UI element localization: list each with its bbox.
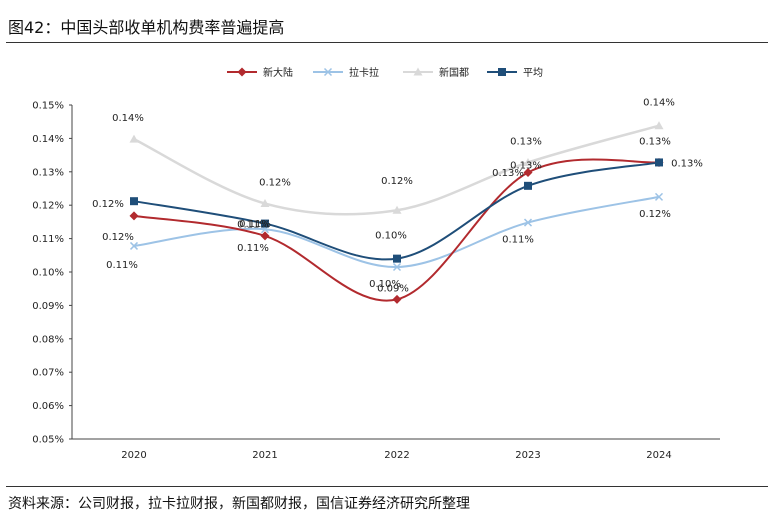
line-chart: 新大陆 拉卡拉 新国都 平均 0.05%0.06%0.07%0.08%0.09%0.1… bbox=[32, 66, 720, 461]
x-tick-label: 2022 bbox=[384, 450, 409, 461]
data-point-stroke bbox=[392, 262, 402, 272]
data-label: 0.13% bbox=[671, 158, 703, 169]
data-label: 0.11% bbox=[106, 260, 138, 271]
legend-label: 新国都 bbox=[439, 66, 469, 79]
legend-item: 平均 bbox=[487, 67, 543, 79]
data-label: 0.11% bbox=[237, 220, 269, 231]
y-tick-label: 0.10% bbox=[32, 268, 64, 279]
legend-item: 拉卡拉 bbox=[313, 66, 379, 79]
data-point-stroke bbox=[523, 218, 533, 227]
figure-title: 图42：中国头部收单机构费率普遍提高 bbox=[8, 18, 285, 37]
data-point bbox=[323, 67, 333, 77]
data-point-stroke bbox=[323, 67, 333, 77]
legend-item: 新大陆 bbox=[227, 66, 293, 79]
data-point bbox=[655, 158, 663, 167]
data-label: 0.14% bbox=[112, 113, 144, 124]
x-tick-label: 2023 bbox=[515, 450, 540, 461]
data-point bbox=[498, 68, 506, 76]
data-point bbox=[130, 197, 138, 206]
y-tick-label: 0.05% bbox=[32, 435, 64, 446]
data-point-stroke bbox=[654, 192, 664, 201]
legend-item: 新国都 bbox=[403, 66, 469, 79]
data-label: 0.10% bbox=[375, 231, 407, 242]
data-point bbox=[654, 192, 664, 201]
y-tick-label: 0.15% bbox=[32, 101, 64, 112]
title-rule bbox=[6, 42, 768, 43]
data-point-stroke bbox=[129, 241, 139, 250]
data-point bbox=[260, 231, 270, 241]
data-labels: 0.12%0.11%0.09%0.13% 0.13%0.11%0.11%0.10%… bbox=[92, 98, 703, 295]
data-point bbox=[392, 294, 402, 304]
data-point bbox=[392, 262, 402, 272]
data-label: 0.11% bbox=[237, 243, 269, 254]
data-point bbox=[392, 205, 402, 214]
data-point bbox=[523, 157, 533, 166]
data-point bbox=[523, 167, 533, 177]
x-tick-label: 2024 bbox=[646, 450, 671, 461]
legend-label: 新大陆 bbox=[263, 66, 293, 79]
data-point bbox=[654, 121, 664, 130]
y-tick-label: 0.06% bbox=[32, 401, 64, 412]
data-point bbox=[524, 181, 532, 190]
data-point bbox=[260, 199, 270, 208]
data-label: 0.13% bbox=[639, 136, 671, 147]
data-point bbox=[523, 218, 533, 227]
x-tick-label: 2020 bbox=[121, 450, 146, 461]
legend-label: 拉卡拉 bbox=[349, 66, 379, 79]
series-line bbox=[133, 124, 660, 216]
data-label: 0.12% bbox=[639, 209, 671, 220]
data-label: 0.11% bbox=[239, 219, 271, 230]
data-point bbox=[413, 67, 423, 76]
data-label: 0.09% bbox=[377, 283, 409, 294]
source-rule bbox=[6, 486, 768, 487]
y-tick-label: 0.14% bbox=[32, 134, 64, 145]
data-label: 0.11% bbox=[502, 235, 534, 246]
legend-label: 平均 bbox=[523, 67, 543, 79]
data-point bbox=[393, 254, 401, 263]
data-label: 0.12% bbox=[102, 232, 134, 243]
y-tick-label: 0.09% bbox=[32, 301, 64, 312]
x-tick-label: 2021 bbox=[252, 450, 277, 461]
data-label: 0.13% bbox=[510, 160, 542, 171]
data-label: 0.14% bbox=[643, 98, 675, 109]
y-tick-label: 0.12% bbox=[32, 201, 64, 212]
series-markers bbox=[129, 121, 664, 304]
y-tick-label: 0.13% bbox=[32, 167, 64, 178]
y-tick-label: 0.08% bbox=[32, 334, 64, 345]
data-point bbox=[129, 211, 139, 221]
data-label: 0.12% bbox=[381, 176, 413, 187]
chart-legend: 新大陆 拉卡拉 新国都 平均 bbox=[227, 66, 543, 79]
y-tick-label: 0.07% bbox=[32, 368, 64, 379]
data-label: 0.10% bbox=[369, 279, 401, 290]
data-label: 0.13% bbox=[492, 168, 524, 179]
chart-axes: 0.05%0.06%0.07%0.08%0.09%0.10%0.11%0.12%… bbox=[32, 101, 720, 461]
data-label: 0.12% bbox=[259, 178, 291, 189]
data-point bbox=[261, 219, 269, 228]
y-tick-label: 0.11% bbox=[32, 234, 64, 245]
data-label: 0.12% bbox=[92, 199, 124, 210]
source-note: 资料来源：公司财报，拉卡拉财报，新国都财报，国信证券经济研究所整理 bbox=[8, 496, 470, 512]
data-point bbox=[129, 241, 139, 250]
data-label: 0.13% bbox=[510, 136, 542, 147]
data-point bbox=[129, 134, 139, 143]
data-point bbox=[237, 67, 247, 77]
